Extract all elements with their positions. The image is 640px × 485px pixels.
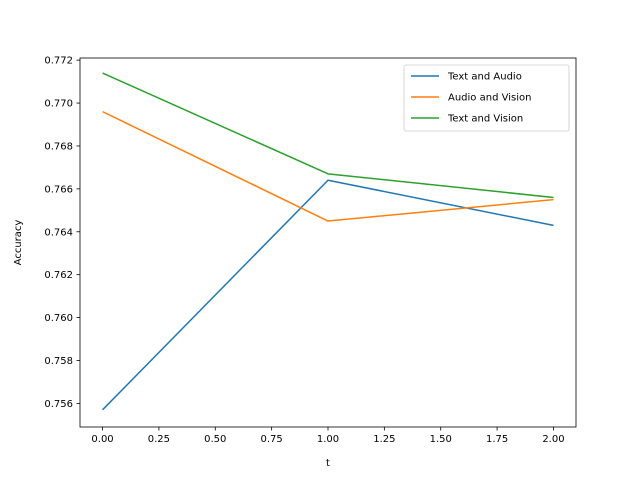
- legend-label-text-and-vision: Text and Vision: [447, 114, 523, 125]
- x-tick-label: 1.00: [317, 434, 339, 445]
- legend-label-text-and-audio: Text and Audio: [447, 72, 522, 83]
- series-line-audio-and-vision: [102, 110, 554, 222]
- x-tick-label: 0.00: [91, 434, 113, 445]
- y-tick-label: 0.766: [44, 184, 73, 195]
- y-tick-label: 0.760: [44, 313, 73, 324]
- y-axis-ticks: 0.756 0.758 0.760 0.762 0.764 0.766 0.768 0.770…: [44, 56, 80, 410]
- x-tick-label: 0.25: [148, 434, 170, 445]
- y-tick-label: 0.764: [44, 227, 73, 238]
- y-tick-label: 0.756: [44, 399, 73, 410]
- x-axis-ticks: 0.00 0.25 0.50 0.75 1.00 1.25 1.50 1.75 2.00: [91, 427, 565, 445]
- y-tick-label: 0.768: [44, 141, 73, 152]
- legend-label-audio-and-vision: Audio and Vision: [448, 93, 531, 104]
- x-tick-label: 0.75: [261, 434, 283, 445]
- x-tick-label: 2.00: [542, 434, 564, 445]
- y-axis-label: Accuracy: [13, 220, 24, 266]
- x-tick-label: 1.25: [373, 434, 395, 445]
- legend-box: [403, 64, 570, 132]
- y-tick-label: 0.770: [44, 99, 73, 110]
- y-tick-label: 0.758: [44, 356, 73, 367]
- series-line-text-and-vision: [102, 72, 554, 199]
- x-tick-label: 0.50: [204, 434, 226, 445]
- y-tick-label: 0.772: [44, 56, 73, 67]
- y-tick-label: 0.762: [44, 270, 73, 281]
- x-tick-label: 1.75: [486, 434, 508, 445]
- series-lines: [102, 72, 554, 411]
- legend: Text and Audio Audio and Vision Text and V…: [403, 64, 570, 132]
- series-line-text-and-audio: [102, 179, 554, 411]
- x-axis-label: t: [326, 458, 330, 469]
- x-tick-label: 1.50: [430, 434, 452, 445]
